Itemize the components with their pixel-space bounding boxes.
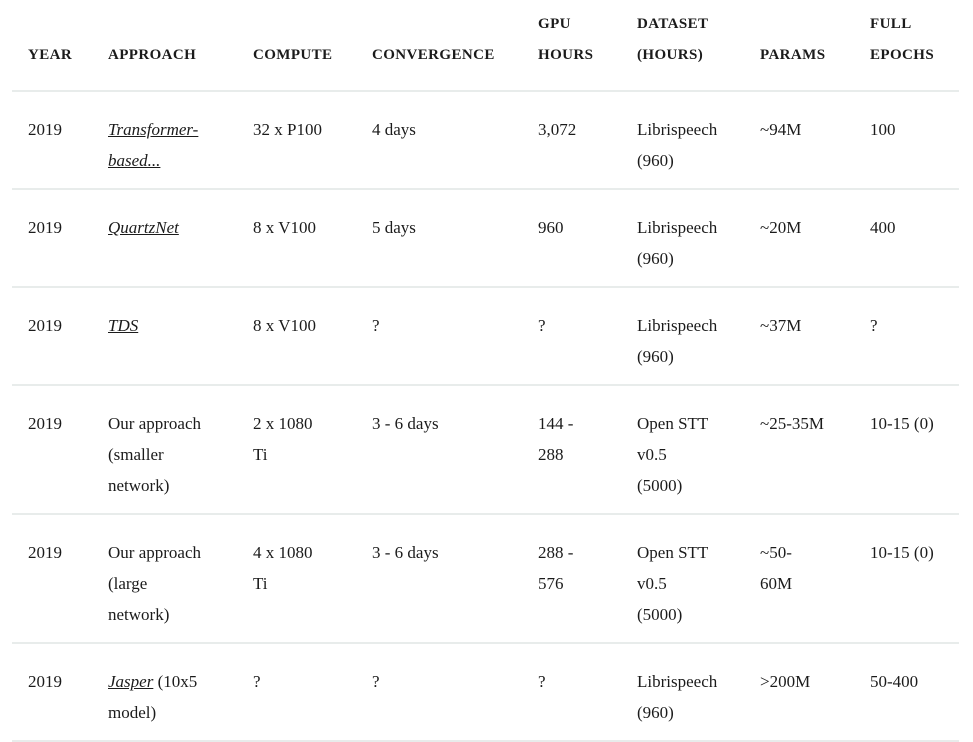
benchmark-table: YEAR APPROACH COMPUTE CONVERGENCE GPU HO… [12, 0, 959, 742]
cell-year: 2019 [12, 287, 92, 386]
cell-full-epochs: 50-400 [854, 643, 959, 742]
cell-compute: 2 x 1080 Ti [237, 385, 356, 515]
cell-gpu-hours: 144 - 288 [522, 385, 621, 515]
cell-approach: Our approach (smaller network) [92, 385, 237, 515]
cell-params: >200M [744, 643, 854, 742]
approach-text: Our approach (large network) [108, 543, 201, 624]
cell-compute: 8 x V100 [237, 287, 356, 386]
column-header-dataset-hours: DATASET (HOURS) [621, 0, 744, 92]
table-row: 2019 Transformer- based... 32 x P100 4 d… [12, 91, 959, 190]
cell-params: ~94M [744, 91, 854, 190]
column-header-convergence: CONVERGENCE [356, 0, 522, 92]
cell-convergence: 3 - 6 days [356, 514, 522, 644]
cell-params: ~20M [744, 189, 854, 288]
table-row: 2019 QuartzNet 8 x V100 5 days 960 Libri… [12, 189, 959, 288]
table-row: 2019 Jasper (10x5 model) ? ? ? Librispee… [12, 643, 959, 742]
cell-approach: QuartzNet [92, 189, 237, 288]
table-header-row: YEAR APPROACH COMPUTE CONVERGENCE GPU HO… [12, 0, 959, 92]
cell-gpu-hours: 3,072 [522, 91, 621, 190]
cell-params: ~25-35M [744, 385, 854, 515]
cell-approach: Jasper (10x5 model) [92, 643, 237, 742]
cell-year: 2019 [12, 514, 92, 644]
cell-compute: 32 x P100 [237, 91, 356, 190]
cell-gpu-hours: ? [522, 643, 621, 742]
cell-dataset: Librispeech (960) [621, 189, 744, 288]
cell-full-epochs: 400 [854, 189, 959, 288]
cell-gpu-hours: 960 [522, 189, 621, 288]
table-header: YEAR APPROACH COMPUTE CONVERGENCE GPU HO… [12, 0, 959, 92]
cell-convergence: ? [356, 287, 522, 386]
cell-gpu-hours: ? [522, 287, 621, 386]
column-header-compute: COMPUTE [237, 0, 356, 92]
cell-approach: Our approach (large network) [92, 514, 237, 644]
cell-compute: 4 x 1080 Ti [237, 514, 356, 644]
cell-full-epochs: ? [854, 287, 959, 386]
cell-dataset: Librispeech (960) [621, 643, 744, 742]
cell-full-epochs: 100 [854, 91, 959, 190]
table-body: 2019 Transformer- based... 32 x P100 4 d… [12, 91, 959, 742]
approach-text: Our approach (smaller network) [108, 414, 201, 495]
approach-link[interactable]: Transformer- based... [108, 120, 199, 170]
cell-dataset: Open STT v0.5 (5000) [621, 385, 744, 515]
cell-full-epochs: 10-15 (0) [854, 514, 959, 644]
approach-link[interactable]: QuartzNet [108, 218, 179, 237]
cell-compute: 8 x V100 [237, 189, 356, 288]
cell-dataset: Librispeech (960) [621, 91, 744, 190]
cell-year: 2019 [12, 91, 92, 190]
column-header-params: PARAMS [744, 0, 854, 92]
cell-year: 2019 [12, 643, 92, 742]
column-header-year: YEAR [12, 0, 92, 92]
cell-params: ~50- 60M [744, 514, 854, 644]
cell-dataset: Librispeech (960) [621, 287, 744, 386]
cell-convergence: 4 days [356, 91, 522, 190]
cell-full-epochs: 10-15 (0) [854, 385, 959, 515]
approach-link[interactable]: TDS [108, 316, 139, 335]
cell-approach: TDS [92, 287, 237, 386]
cell-convergence: 5 days [356, 189, 522, 288]
cell-approach: Transformer- based... [92, 91, 237, 190]
cell-year: 2019 [12, 189, 92, 288]
cell-compute: ? [237, 643, 356, 742]
cell-params: ~37M [744, 287, 854, 386]
table-row: 2019 Our approach (smaller network) 2 x … [12, 385, 959, 515]
cell-year: 2019 [12, 385, 92, 515]
table-row: 2019 Our approach (large network) 4 x 10… [12, 514, 959, 644]
column-header-approach: APPROACH [92, 0, 237, 92]
cell-convergence: 3 - 6 days [356, 385, 522, 515]
cell-dataset: Open STT v0.5 (5000) [621, 514, 744, 644]
approach-text: (10x5 model) [108, 672, 198, 722]
cell-convergence: ? [356, 643, 522, 742]
cell-gpu-hours: 288 - 576 [522, 514, 621, 644]
approach-link[interactable]: Jasper [108, 672, 154, 691]
table-row: 2019 TDS 8 x V100 ? ? Librispeech (960) … [12, 287, 959, 386]
column-header-gpu-hours: GPU HOURS [522, 0, 621, 92]
column-header-full-epochs: FULL EPOCHS [854, 0, 959, 92]
